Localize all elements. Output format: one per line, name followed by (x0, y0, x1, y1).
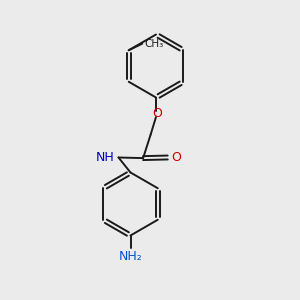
Text: NH: NH (96, 151, 115, 164)
Text: CH₃: CH₃ (145, 39, 164, 49)
Text: O: O (172, 151, 182, 164)
Text: NH₂: NH₂ (118, 250, 142, 263)
Text: O: O (153, 106, 162, 120)
